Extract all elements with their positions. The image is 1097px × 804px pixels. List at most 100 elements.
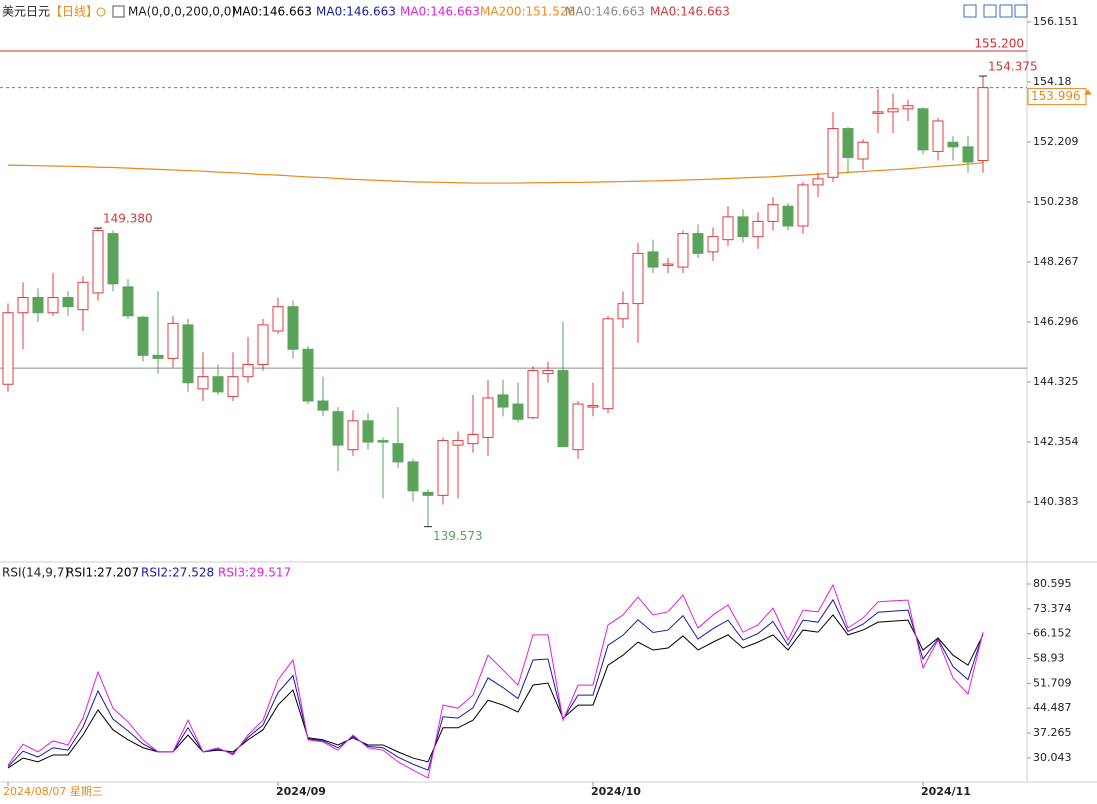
candle-body xyxy=(632,252,644,305)
candle-body xyxy=(167,322,179,359)
y-tick-label: 144.325 xyxy=(1033,375,1079,388)
candle-body xyxy=(257,324,269,365)
arrow-icon xyxy=(1084,89,1092,95)
candle-body xyxy=(917,108,929,151)
rsi-title: RSI(14,9,7) xyxy=(2,566,69,580)
candle-body xyxy=(32,297,44,314)
icon[interactable] xyxy=(963,4,977,18)
candle-body xyxy=(137,316,149,356)
y-tick-label: 152.209 xyxy=(1033,135,1079,148)
candle-body xyxy=(932,120,944,152)
candle-body xyxy=(857,141,869,160)
candle-body xyxy=(452,440,464,446)
toolbar-icons[interactable] xyxy=(963,4,1028,18)
candle-body xyxy=(887,108,899,113)
period[interactable]: 【日线】 xyxy=(50,5,98,19)
candle-body xyxy=(902,105,914,110)
y-tick-label: 73.374 xyxy=(1033,602,1072,615)
icon[interactable] xyxy=(983,4,997,18)
candle-body xyxy=(812,178,824,186)
y-tick-label: 142.354 xyxy=(1033,435,1079,448)
candle-body xyxy=(497,394,509,408)
ma-icon[interactable] xyxy=(112,5,125,18)
candle-body xyxy=(332,411,344,446)
candle-body xyxy=(872,111,884,114)
candle-body xyxy=(272,306,284,332)
candle-body xyxy=(542,370,554,375)
candle-body xyxy=(77,281,89,311)
icon[interactable] xyxy=(1014,4,1028,18)
ma-params: MA(0,0,0,200,0,0) xyxy=(128,5,236,19)
candle-body xyxy=(572,403,584,451)
candle-body xyxy=(752,220,764,238)
y-tick-label: 37.265 xyxy=(1033,726,1072,739)
candle-body xyxy=(962,146,974,163)
candle-body xyxy=(797,184,809,227)
candle-body xyxy=(347,420,359,451)
annotation: 149.380 xyxy=(103,212,153,226)
settings-icon[interactable] xyxy=(96,7,106,17)
annotation: 139.573 xyxy=(433,529,483,543)
candle-body xyxy=(467,433,479,445)
candle-body xyxy=(287,306,299,350)
y-tick-label: 146.296 xyxy=(1033,315,1079,328)
candle-body xyxy=(482,397,494,439)
candle-body xyxy=(302,348,314,402)
legend-entry: RSI3:29.517 xyxy=(218,566,291,580)
candle-body xyxy=(977,87,989,162)
ma-value: MA0:146.663 xyxy=(565,5,645,19)
legend-entry: RSI2:27.528 xyxy=(141,566,214,580)
candle-body xyxy=(2,312,14,385)
y-tick-label: 66.152 xyxy=(1033,627,1072,640)
candle-body xyxy=(677,233,689,268)
legend-entry: RSI1:27.207 xyxy=(66,566,139,580)
ma-value: MA0:146.663 xyxy=(232,5,312,19)
x-tick-label: 2024/11 xyxy=(921,785,971,798)
ma200-line xyxy=(7,162,984,184)
y-tick-label: 140.383 xyxy=(1033,495,1079,508)
ma-value: MA0:146.663 xyxy=(650,5,730,19)
candle-body xyxy=(17,297,29,314)
candle-body xyxy=(602,318,614,410)
candle-body xyxy=(227,376,239,397)
candle-body xyxy=(647,251,659,268)
candle-body xyxy=(317,400,329,411)
candle-body xyxy=(362,420,374,443)
candle-body xyxy=(662,263,674,267)
candle-body xyxy=(62,297,74,308)
annotation: 154.375 xyxy=(988,60,1038,74)
candle-body xyxy=(182,324,194,384)
candle-body xyxy=(827,128,839,178)
ma-value: MA0:146.663 xyxy=(316,5,396,19)
candle-body xyxy=(92,230,104,294)
candle-body xyxy=(707,236,719,253)
icon[interactable] xyxy=(999,4,1013,18)
candle-body xyxy=(47,297,59,314)
candle-body xyxy=(407,461,419,492)
y-tick-label: 44.487 xyxy=(1033,701,1072,714)
candle-body xyxy=(152,354,164,359)
y-tick-label: 80.595 xyxy=(1033,577,1072,590)
y-tick-label: 150.238 xyxy=(1033,195,1079,208)
candle-body xyxy=(197,376,209,390)
rsi-line xyxy=(7,583,984,779)
candle-body xyxy=(692,233,704,254)
symbol: 美元日元 xyxy=(2,5,50,19)
candle-body xyxy=(767,204,779,222)
candle-body xyxy=(422,491,434,496)
y-tick-label: 154.18 xyxy=(1033,75,1072,88)
candle-body xyxy=(587,405,599,408)
x-tick-label: 2024/10 xyxy=(591,785,641,798)
candle-body xyxy=(122,286,134,317)
candle-body xyxy=(392,443,404,463)
candle-body xyxy=(722,216,734,241)
candle-body xyxy=(212,376,224,393)
y-tick-label: 148.267 xyxy=(1033,255,1079,268)
candle-body xyxy=(242,363,254,378)
candle-body xyxy=(557,370,569,448)
ma-value: MA0:146.663 xyxy=(400,5,480,19)
candle-body xyxy=(107,233,119,285)
x-tick-label: 2024/08/07 星期三 xyxy=(3,785,103,798)
